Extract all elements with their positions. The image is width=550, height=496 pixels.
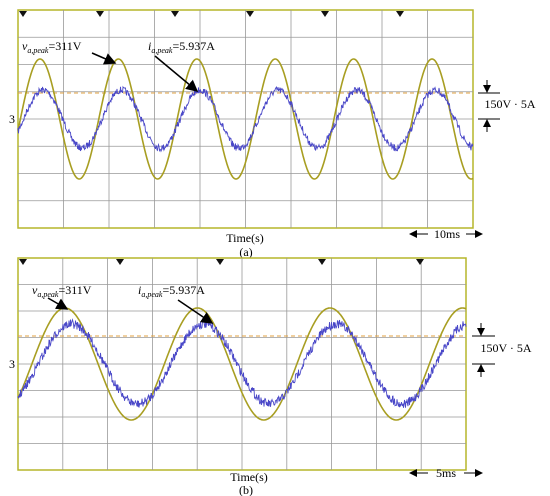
trigger-marker	[416, 259, 424, 265]
voltage-trace	[17, 58, 474, 180]
grid	[18, 10, 473, 228]
voltage-trace	[17, 307, 467, 421]
trigger-marker	[246, 11, 254, 17]
trigger-marker	[96, 11, 104, 17]
voltage-label: va,peak=311V	[22, 39, 82, 55]
trigger-marker	[19, 11, 27, 17]
trigger-marker	[321, 11, 329, 17]
trigger-marker	[216, 259, 224, 265]
time-scale: 5ms	[436, 466, 456, 480]
arrow	[154, 55, 199, 92]
current-label: ia,peak=5.937A	[148, 39, 215, 55]
trigger-marker	[318, 259, 326, 265]
x-axis-label: Time(s)	[230, 470, 268, 484]
x-axis-label: Time(s)	[226, 231, 264, 245]
grid	[18, 258, 466, 470]
current-trace	[17, 318, 467, 408]
caption: (b)	[239, 483, 253, 496]
channel-marker: 3	[9, 357, 15, 371]
caption: (a)	[239, 245, 252, 259]
arrow	[47, 297, 69, 310]
amplitude-scale: 150V · 5A	[480, 341, 531, 355]
arrow	[91, 52, 117, 65]
arrow	[177, 299, 214, 324]
scope-panel-a	[17, 9, 474, 229]
trigger-marker	[171, 11, 179, 17]
scope-panel-b	[17, 257, 467, 471]
trigger-marker	[396, 11, 404, 17]
time-scale: 10ms	[434, 227, 460, 241]
trigger-marker	[19, 259, 27, 265]
channel-marker: 3	[9, 112, 15, 126]
trigger-marker	[116, 259, 124, 265]
voltage-label: va,peak=311V	[32, 283, 92, 299]
amplitude-scale: 150V · 5A	[484, 97, 535, 111]
current-label: ia,peak=5.937A	[138, 283, 205, 299]
current-trace	[17, 85, 474, 153]
